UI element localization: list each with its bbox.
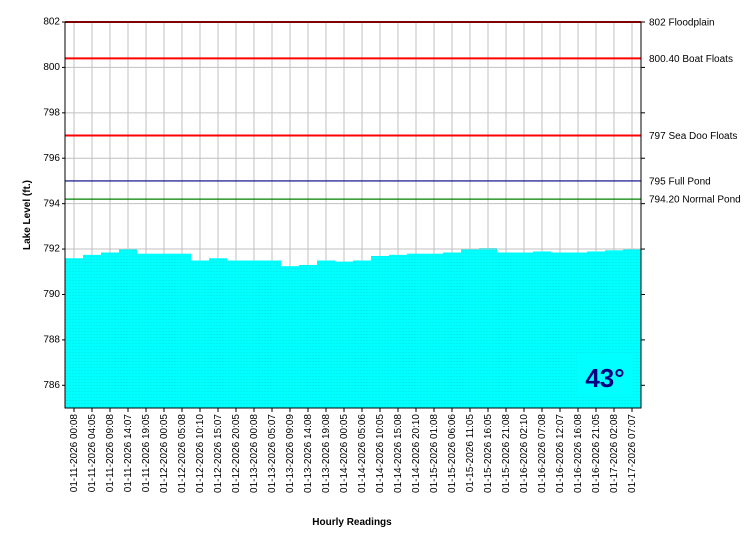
x-tick-label: 01-15-2026 06:06 xyxy=(447,414,458,493)
bar xyxy=(443,252,461,408)
reference-label: 797 Sea Doo Floats xyxy=(649,131,737,142)
bar xyxy=(335,261,353,408)
x-tick-label: 01-12-2026 10:10 xyxy=(195,414,206,493)
x-tick-label: 01-16-2026 07:08 xyxy=(537,414,548,493)
y-tick-label: 786 xyxy=(43,380,60,391)
bar xyxy=(407,253,425,408)
bar xyxy=(227,260,245,408)
x-tick-label: 01-13-2026 05:07 xyxy=(267,414,278,493)
y-tick-label: 798 xyxy=(43,107,60,118)
bar xyxy=(515,252,533,408)
plot-frame xyxy=(64,21,642,409)
y-tick-label: 792 xyxy=(43,244,60,255)
y-tick-label: 800 xyxy=(43,62,60,73)
x-tick-label: 01-13-2026 00:08 xyxy=(249,414,260,493)
x-tick-label: 01-14-2026 15:08 xyxy=(393,414,404,493)
bar xyxy=(551,252,569,408)
bar xyxy=(191,260,209,408)
x-tick-label: 01-12-2026 20:05 xyxy=(231,414,242,493)
x-tick-label: 01-14-2026 00:05 xyxy=(339,414,350,493)
bar xyxy=(533,251,551,408)
bar xyxy=(281,266,299,408)
x-tick-label: 01-16-2026 02:10 xyxy=(519,414,530,493)
y-tick-label: 790 xyxy=(43,289,60,300)
bar xyxy=(497,252,515,408)
x-tick-label: 01-12-2026 05:08 xyxy=(177,414,188,493)
x-tick-label: 01-15-2026 11:05 xyxy=(465,414,476,493)
x-tick-label: 01-13-2026 14:08 xyxy=(303,414,314,493)
x-tick-label: 01-17-2026 02:08 xyxy=(609,414,620,493)
bar xyxy=(479,247,497,408)
bar xyxy=(425,253,443,408)
bar xyxy=(83,254,101,408)
y-tick-label: 788 xyxy=(43,335,60,346)
bar xyxy=(209,258,227,408)
temperature: 43° xyxy=(585,363,624,393)
reference-label: 800.40 Boat Floats xyxy=(649,54,733,65)
x-tick-label: 01-15-2026 01:08 xyxy=(429,414,440,493)
bar xyxy=(371,255,389,408)
bar xyxy=(353,260,371,408)
x-tick-label: 01-17-2026 07:07 xyxy=(627,414,638,493)
x-tick-label: 01-16-2026 12:07 xyxy=(555,414,566,493)
bar xyxy=(317,260,335,408)
x-tick-label: 01-14-2026 10:05 xyxy=(375,414,386,493)
x-tick-label: 01-12-2026 00:05 xyxy=(159,414,170,493)
bar xyxy=(389,254,407,408)
reference-label: 795 Full Pond xyxy=(649,177,711,188)
bar xyxy=(263,260,281,408)
x-tick-label: 01-15-2026 16:05 xyxy=(483,414,494,493)
bar xyxy=(155,253,173,408)
bar xyxy=(299,264,317,408)
x-tick-label: 01-11-2026 14:07 xyxy=(123,414,134,493)
temperature-box xyxy=(577,355,633,397)
x-tick-label: 01-14-2026 05:06 xyxy=(357,414,368,493)
x-tick-label: 01-13-2026 09:09 xyxy=(285,414,296,493)
bar xyxy=(173,253,191,408)
bar xyxy=(137,253,155,408)
x-tick-label: 01-12-2026 15:07 xyxy=(213,414,224,493)
reference-label: 794.20 Normal Pond xyxy=(649,195,741,206)
x-tick-label: 01-16-2026 21:05 xyxy=(591,414,602,493)
bar xyxy=(119,249,137,408)
reference-label: 802 Floodplain xyxy=(649,18,715,29)
x-tick-label: 01-11-2026 04:05 xyxy=(87,414,98,493)
y-tick-label: 796 xyxy=(43,153,60,164)
x-tick-label: 01-13-2026 19:08 xyxy=(321,414,332,493)
bar xyxy=(65,258,83,408)
x-axis-title: Hourly Readings xyxy=(312,517,392,528)
x-tick-label: 01-11-2026 09:08 xyxy=(105,414,116,493)
bar xyxy=(101,252,119,408)
x-tick-label: 01-14-2026 20:10 xyxy=(411,414,422,493)
x-tick-label: 01-11-2026 19:05 xyxy=(141,414,152,493)
x-tick-label: 01-16-2026 16:08 xyxy=(573,414,584,493)
bar xyxy=(245,260,263,408)
bar xyxy=(461,249,479,408)
y-tick-label: 794 xyxy=(43,198,60,209)
y-axis-title: Lake Level (ft.) xyxy=(22,180,33,250)
x-tick-label: 01-11-2026 00:08 xyxy=(69,414,80,493)
y-tick-label: 802 xyxy=(43,17,60,28)
x-tick-label: 01-15-2026 21:08 xyxy=(501,414,512,493)
